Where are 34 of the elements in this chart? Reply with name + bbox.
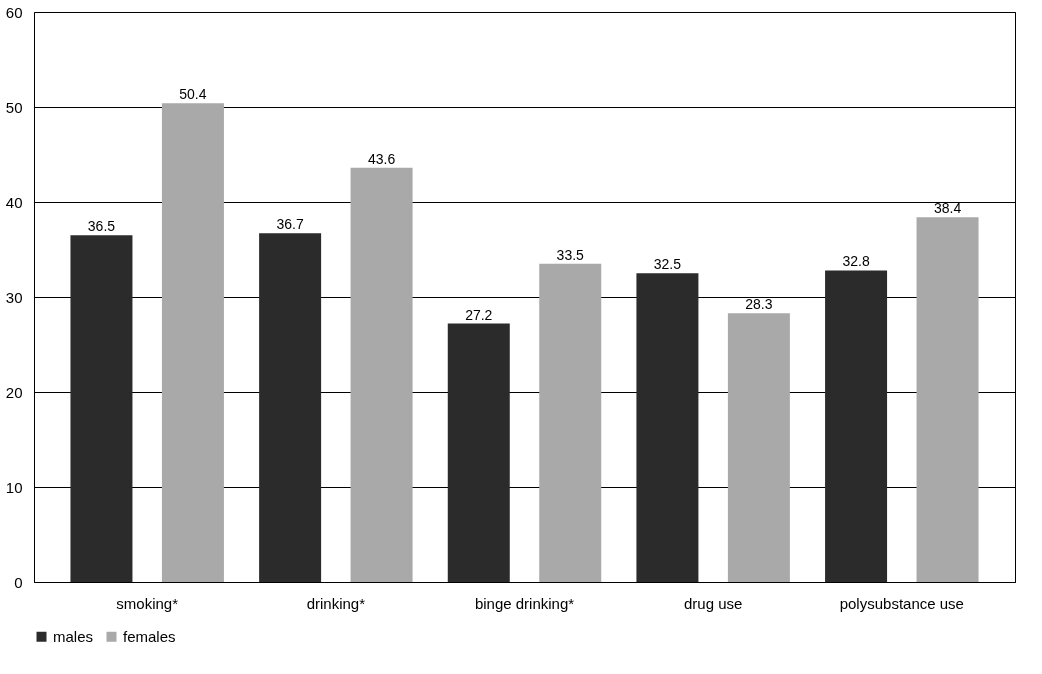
bar <box>259 233 322 582</box>
bar <box>727 313 790 582</box>
y-tick-label: 0 <box>14 573 23 591</box>
data-label: 32.5 <box>653 256 682 273</box>
bar <box>539 263 602 582</box>
data-label: 28.3 <box>745 296 773 313</box>
x-tick-label: drug use <box>683 594 743 612</box>
bar <box>70 235 133 582</box>
data-label: 43.6 <box>367 150 396 167</box>
y-tick-label: 60 <box>5 3 23 21</box>
x-tick-label: smoking* <box>116 594 179 612</box>
data-label: 36.5 <box>87 218 116 235</box>
data-label: 33.5 <box>556 246 585 263</box>
y-tick-label: 40 <box>5 193 23 211</box>
bar <box>350 167 413 582</box>
data-label: 27.2 <box>465 306 493 323</box>
legend-label: males <box>53 627 94 645</box>
data-label: 50.4 <box>179 86 207 103</box>
data-label: 36.7 <box>276 216 304 233</box>
y-tick-label: 10 <box>5 478 23 496</box>
data-label: 38.4 <box>933 200 962 217</box>
bar <box>636 273 699 582</box>
y-tick-label: 30 <box>5 288 23 306</box>
y-tick-label: 20 <box>5 383 23 401</box>
x-tick-label: drinking* <box>306 594 366 612</box>
bar <box>825 270 888 582</box>
x-tick-label: polysubstance use <box>839 594 964 612</box>
legend-label: females <box>123 627 176 645</box>
x-tick-label: binge drinking* <box>474 594 575 612</box>
bar <box>447 323 510 582</box>
data-label: 32.8 <box>842 253 870 270</box>
bar <box>161 103 224 582</box>
y-tick-label: 50 <box>5 98 23 116</box>
bar <box>916 217 979 582</box>
